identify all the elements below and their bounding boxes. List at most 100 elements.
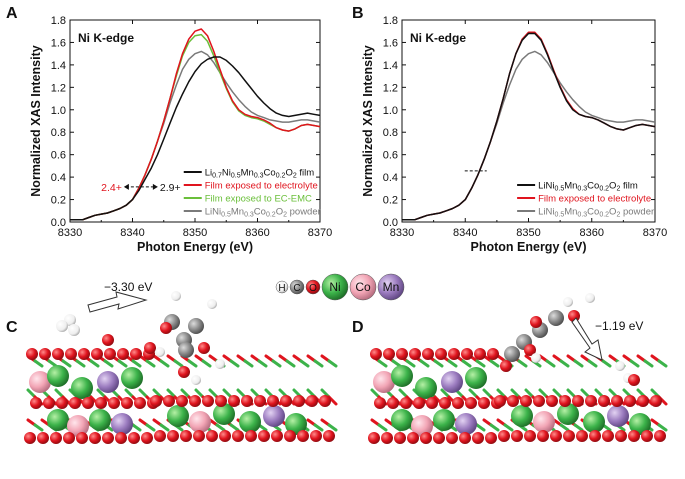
slab-oxygen-atom [368, 432, 380, 444]
chart-a-ytick-label: 0.8 [51, 127, 66, 139]
chart-b-xlabel: Photon Energy (eV) [471, 240, 587, 254]
slab-oxygen-atom [154, 430, 166, 442]
slab-oxygen-atom [89, 432, 101, 444]
chart-b-legend-label-1: LiNi0.5Mn0.3Co0.2O2 film [538, 181, 638, 193]
slab-bond [657, 423, 668, 432]
chart-a-series-line-1 [70, 56, 321, 221]
slab-oxygen-atom [37, 432, 49, 444]
slab-oxygen-atom [219, 430, 231, 442]
atom-legend-h-label: H [278, 283, 285, 294]
slab-bond [489, 423, 500, 432]
slab-metal-atom [391, 365, 413, 387]
slab-oxygen-atom [524, 430, 536, 442]
slab-metal-atom [441, 371, 463, 393]
slab-bond [559, 423, 570, 432]
chart-b-legend-label-2: Film exposed to electrolyte [538, 194, 651, 205]
slab-bond [587, 359, 598, 368]
slab-bond [89, 359, 100, 368]
energy-label-d: −1.19 eV [595, 319, 643, 333]
slab-oxygen-atom [121, 397, 133, 409]
adsorbate-oxygen [102, 334, 114, 346]
chart-a-xtick-label: 8360 [245, 227, 269, 239]
slab-bond [629, 359, 640, 368]
slab-bond [222, 388, 233, 399]
slab-bond [194, 388, 205, 399]
atom-legend-h-ball [275, 280, 289, 294]
chart-b-ytick-label: 1.4 [383, 60, 398, 72]
slab-oxygen-atom [310, 430, 322, 442]
slab-metal-atom [373, 371, 395, 393]
structure-panel-d: D −1.19 eV [352, 293, 668, 444]
chart-b: 0.0 0.2 0.4 0.6 0.8 1.0 1.2 1.4 1.6 1.8 8330 8340 83… [361, 15, 667, 254]
slab-oxygen-atom [24, 432, 36, 444]
chart-b-ytick-label: 0.8 [383, 127, 398, 139]
slab-metal-atom [285, 413, 307, 435]
slab-bond [468, 388, 479, 399]
chart-b-ytick-label: 1.0 [383, 105, 398, 117]
atom-legend-o-label: O [309, 283, 317, 294]
slab-metal-atom [391, 409, 413, 431]
slab-oxygen-atom [63, 432, 75, 444]
slab-bond [229, 359, 240, 368]
slab-metal-atom [629, 413, 651, 435]
atom-legend-co-ball [349, 273, 377, 301]
slab-metal-atom [167, 405, 189, 427]
slab-oxygen-atom [104, 348, 116, 360]
panel-label-c: C [6, 319, 18, 336]
panel-label-a: A [6, 5, 18, 22]
slab-bond [145, 359, 156, 368]
slab-oxygen-atom [69, 397, 81, 409]
slab-bond [461, 359, 472, 368]
slab-metal-atom [411, 415, 433, 437]
slab-metal-atom [583, 411, 605, 433]
slab-bond [187, 359, 198, 368]
chart-b-xtick-label: 8340 [453, 227, 477, 239]
chart-a-xtick-label: 8370 [308, 227, 332, 239]
slab-oxygen-atom [637, 395, 649, 407]
slab-metal-atom [213, 403, 235, 425]
slab-bond [313, 359, 324, 368]
slab-oxygen-atom [498, 430, 510, 442]
slab-oxygen-atom [323, 430, 335, 442]
slab-oxygen-atom [134, 397, 146, 409]
slab-bond [26, 388, 37, 399]
slab-bond [103, 359, 114, 368]
slab-bond [180, 388, 191, 399]
chart-a-ytick-label: 1.6 [51, 37, 66, 49]
chart-b-xtick-label: 8370 [643, 227, 667, 239]
slab-oxygen-atom [511, 430, 523, 442]
slab-oxygen-atom [206, 430, 218, 442]
slab-bond [236, 388, 247, 399]
adsorbate-hydrogen [207, 299, 217, 309]
slab-bond [482, 388, 493, 399]
chart-a-ytick-label: 1.8 [51, 15, 66, 27]
slab-bond [47, 359, 58, 368]
slab-oxygen-atom [202, 395, 214, 407]
chart-b-ytick-label: 0.4 [383, 172, 398, 184]
slab-oxygen-atom [91, 348, 103, 360]
structure-panel-c: C −3.30 eV [6, 280, 338, 444]
slab-metal-atom [511, 405, 533, 427]
atom-legend-ni-label: Ni [329, 280, 340, 294]
slab-oxygen-atom [598, 395, 610, 407]
slab-bond [643, 359, 654, 368]
chart-a-legend-label-2: Film exposed to electrolyte [205, 181, 318, 192]
slab-bond [152, 388, 163, 399]
slab-oxygen-atom [102, 432, 114, 444]
slab-bond [166, 388, 177, 399]
slab-metal-atom [557, 403, 579, 425]
slab-oxygen-atom [370, 348, 382, 360]
slab-bond [419, 359, 430, 368]
slab-oxygen-atom [293, 395, 305, 407]
slab-bond [285, 359, 296, 368]
slab-oxygen-atom [559, 395, 571, 407]
atom-legend-co-label: Co [355, 280, 371, 294]
chart-a-legend-label-3: Film exposed to EC-EMC [205, 194, 312, 205]
slab-oxygen-atom [420, 432, 432, 444]
slab-metal-atom [607, 405, 629, 427]
slab-bond [573, 359, 584, 368]
slab-metal-atom [533, 411, 555, 433]
chart-a-ytick-label: 1.0 [51, 105, 66, 117]
slab-bond [405, 359, 416, 368]
slab-metal-atom [111, 413, 133, 435]
